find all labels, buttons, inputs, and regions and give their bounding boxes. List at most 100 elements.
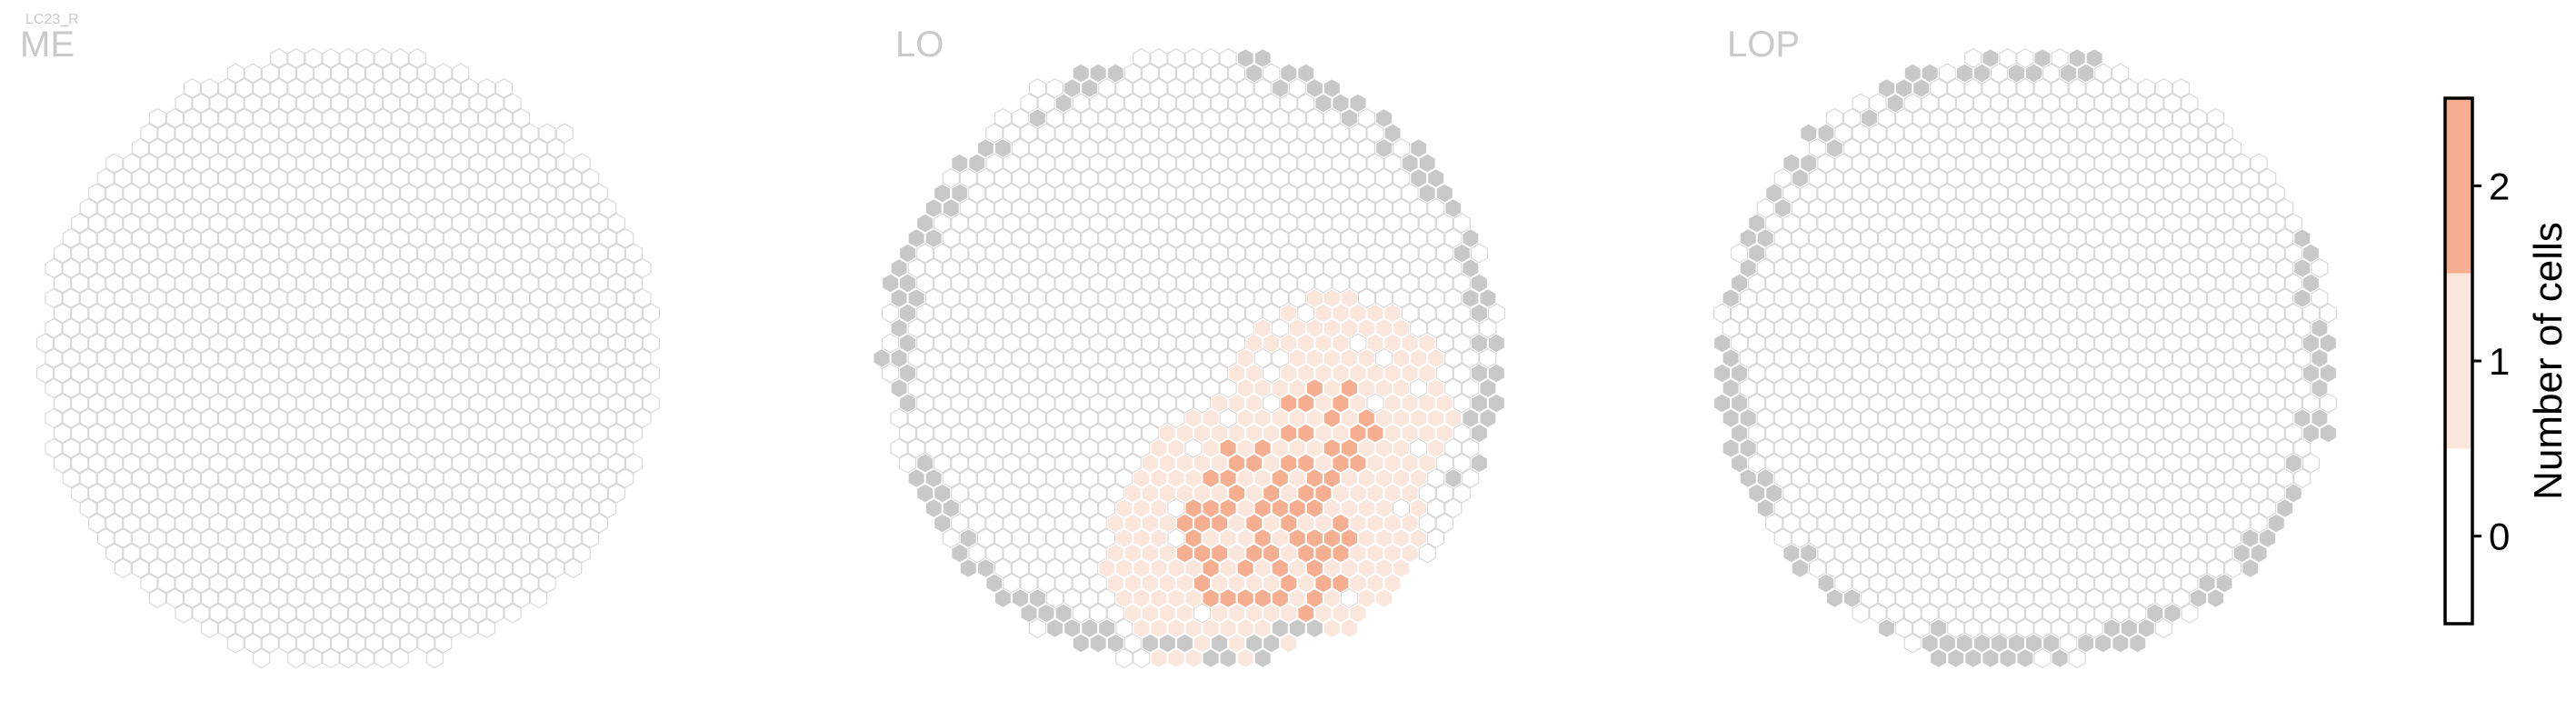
hex-cell [1947, 587, 1965, 609]
hex-cell [1253, 467, 1272, 489]
hex-cell [2163, 123, 2182, 144]
hex-cell [71, 303, 89, 324]
hex-cell [2137, 437, 2155, 459]
hex-cell [993, 347, 1012, 369]
hex-cell [383, 63, 401, 84]
hex-cell [383, 153, 401, 174]
hex-cell [391, 377, 409, 399]
hex-cell [1782, 333, 1801, 354]
hex-cell [1886, 333, 1904, 354]
hex-cell [114, 257, 132, 279]
hex-cell [1106, 153, 1124, 174]
hex-cell [1028, 197, 1047, 219]
hex-cell [54, 423, 72, 444]
hex-cell [1713, 333, 1732, 354]
hex-cell [1349, 93, 1367, 114]
hex-cell [2224, 497, 2242, 519]
hex-cell [1878, 287, 1896, 309]
hex-cell [201, 377, 219, 399]
hex-cell [1323, 287, 1341, 309]
hex-cell [2042, 303, 2061, 324]
hex-cell [2146, 123, 2164, 144]
hex-cell [1834, 423, 1852, 444]
hex-cell [582, 317, 600, 339]
hex-cell [295, 393, 314, 414]
hex-cell [1280, 303, 1298, 324]
hex-cell [1288, 347, 1306, 369]
hex-cell [1297, 213, 1315, 234]
hex-cell [1271, 107, 1289, 129]
hex-cell [2112, 123, 2130, 144]
hex-cell [2224, 317, 2242, 339]
hex-cell [582, 407, 600, 429]
hex-cell [374, 497, 392, 519]
hex-cell [365, 153, 384, 174]
hex-cell [105, 423, 124, 444]
hex-cell [1869, 333, 1887, 354]
hex-cell [2042, 513, 2061, 534]
hex-cell [434, 603, 453, 624]
hex-cell [1912, 467, 1931, 489]
hex-cell [1158, 243, 1176, 264]
hex-cell [2068, 407, 2086, 429]
hex-cell [1037, 273, 1055, 294]
hex-cell [235, 377, 254, 399]
hex-cell [2137, 467, 2155, 489]
hex-cell [538, 183, 556, 204]
hex-cell [1383, 153, 1402, 174]
hex-cell [374, 647, 392, 669]
hex-cell [322, 377, 340, 399]
hex-cell [916, 393, 934, 414]
hex-cell [1842, 587, 1862, 609]
hex-cell [1972, 63, 1991, 84]
hex-cell [287, 137, 305, 159]
hex-cell [2293, 437, 2311, 459]
colorbar: 012 Number of cells [2443, 96, 2571, 626]
hex-cell [452, 213, 470, 234]
hex-cell [1453, 483, 1471, 504]
hex-cell [2284, 483, 2302, 504]
hex-cell [2189, 137, 2208, 159]
hex-cell [2189, 227, 2208, 249]
hex-cell [1748, 393, 1766, 414]
hex-cell [2189, 107, 2208, 129]
hex-cell [1253, 587, 1272, 609]
hex-cell [2060, 303, 2078, 324]
hex-cell [157, 543, 175, 564]
hex-cell [512, 197, 531, 219]
hex-cell [356, 227, 374, 249]
hex-cell [1115, 527, 1133, 549]
hex-cell [2207, 287, 2225, 309]
hex-cell [2060, 273, 2078, 294]
hex-cell [2198, 333, 2216, 354]
hex-cell [634, 377, 652, 399]
hex-cell [1332, 603, 1350, 624]
hex-cell [374, 137, 392, 159]
hex-cell [1366, 423, 1384, 444]
hex-cell [1860, 107, 1879, 129]
hex-cell [1340, 257, 1359, 279]
hex-cell [400, 423, 418, 444]
hex-cell [469, 273, 487, 294]
hex-cell [1323, 437, 1341, 459]
hex-cell [1964, 407, 1982, 429]
hex-cell [261, 153, 279, 174]
hex-cell [123, 483, 141, 504]
hex-cell [555, 423, 574, 444]
hex-cell [2094, 273, 2112, 294]
hex-cell [934, 483, 952, 504]
hex-cell [1999, 137, 2017, 159]
hex-cell [1418, 543, 1436, 564]
hex-cell [226, 123, 245, 144]
hex-cell [347, 543, 366, 564]
hex-cell [2094, 633, 2112, 654]
hex-cell [1072, 153, 1090, 174]
hex-cell [1427, 287, 1445, 309]
hex-cell [123, 333, 141, 354]
hex-cell [1046, 197, 1064, 219]
hex-cell [1141, 633, 1159, 654]
hex-cell [2016, 287, 2034, 309]
hex-cell [1158, 183, 1176, 204]
hex-cell [1366, 513, 1384, 534]
hex-cell [642, 393, 660, 414]
